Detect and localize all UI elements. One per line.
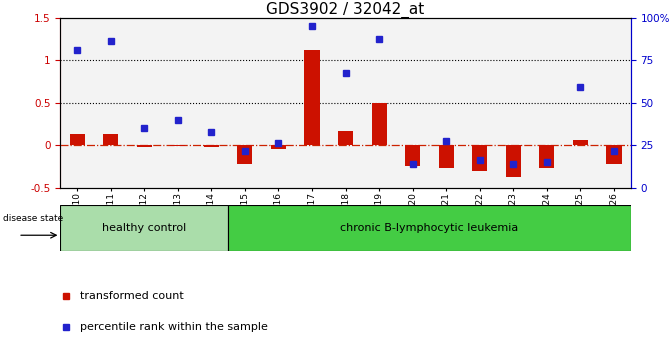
Bar xyxy=(305,50,319,145)
Bar xyxy=(429,18,463,188)
Bar xyxy=(338,131,353,145)
Text: healthy control: healthy control xyxy=(102,223,187,233)
Bar xyxy=(295,18,329,188)
Bar xyxy=(127,18,161,188)
Bar xyxy=(539,145,554,168)
Title: GDS3902 / 32042_at: GDS3902 / 32042_at xyxy=(266,1,425,18)
Bar xyxy=(137,145,152,147)
Bar xyxy=(70,134,85,145)
Text: percentile rank within the sample: percentile rank within the sample xyxy=(81,322,268,332)
Bar xyxy=(204,145,219,147)
Bar xyxy=(564,18,597,188)
Bar xyxy=(439,145,454,168)
Bar xyxy=(60,18,94,188)
Bar xyxy=(238,145,252,164)
Bar xyxy=(94,18,127,188)
Text: chronic B-lymphocytic leukemia: chronic B-lymphocytic leukemia xyxy=(340,223,519,233)
Bar xyxy=(271,145,286,149)
Bar xyxy=(329,18,362,188)
Bar xyxy=(472,145,487,171)
Bar xyxy=(228,18,262,188)
Bar xyxy=(262,18,295,188)
Bar xyxy=(573,140,588,145)
Bar xyxy=(372,103,386,145)
Bar xyxy=(530,18,564,188)
Bar xyxy=(597,18,631,188)
Bar xyxy=(195,18,228,188)
Bar xyxy=(396,18,429,188)
Bar xyxy=(405,145,420,166)
Bar xyxy=(103,134,118,145)
Bar xyxy=(497,18,530,188)
Bar xyxy=(463,18,497,188)
Bar xyxy=(362,18,396,188)
Text: transformed count: transformed count xyxy=(81,291,184,301)
Bar xyxy=(161,18,195,188)
Bar xyxy=(170,145,185,146)
Bar xyxy=(60,205,228,251)
Text: disease state: disease state xyxy=(3,214,63,223)
Bar xyxy=(607,145,621,164)
Bar xyxy=(228,205,631,251)
Bar xyxy=(506,145,521,177)
